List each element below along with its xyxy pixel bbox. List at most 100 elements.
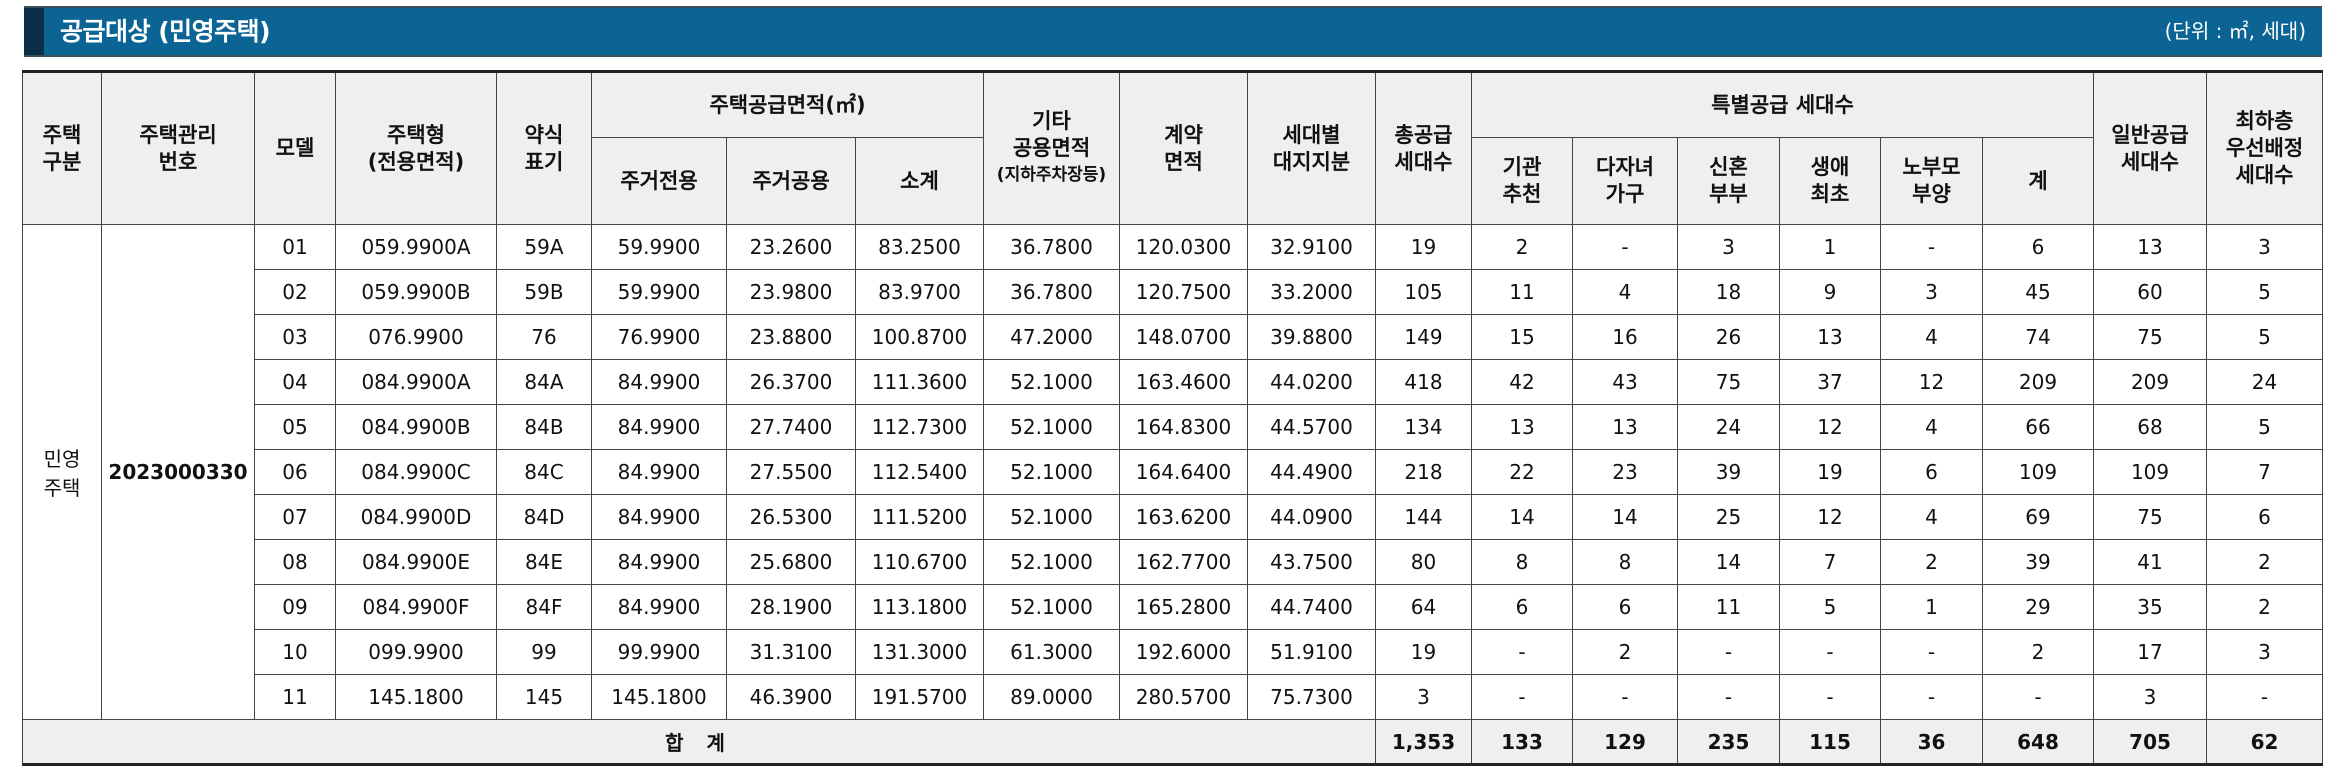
table-cell: 44.0200 — [1247, 359, 1376, 405]
table-cell: 84.9900 — [591, 404, 727, 450]
table-cell: 39 — [1981, 539, 2095, 585]
table-cell: 31.3100 — [726, 629, 856, 675]
table-row: 06 084.9900C 84C 84.9900 27.5500 112.5400 52.1… — [23, 449, 2324, 495]
table-cell: 111.5200 — [855, 494, 984, 540]
table-cell: 68 — [2093, 404, 2208, 450]
table-cell: 25 — [1677, 494, 1780, 540]
table-cell: 84E — [496, 539, 592, 585]
table-cell: 5 — [1779, 584, 1881, 630]
table-cell: 112.5400 — [855, 449, 984, 495]
table-row: 02 059.9900B 59B 59.9900 23.9800 83.9700 36.78… — [23, 269, 2324, 315]
table-cell: 84.9900 — [591, 359, 727, 405]
table-cell: 110.6700 — [855, 539, 984, 585]
total-cell: 705 — [2093, 719, 2208, 765]
table-cell: 66 — [1981, 404, 2095, 450]
total-cell: 235 — [1677, 719, 1780, 765]
col-mgmt-no: 주택관리 번호 — [101, 71, 255, 225]
table-cell: 45 — [1981, 269, 2095, 315]
table-cell: 83.2500 — [855, 224, 984, 270]
table-cell: 18 — [1677, 269, 1780, 315]
table-cell: 16 — [1572, 314, 1678, 360]
total-cell: 648 — [1981, 719, 2095, 765]
table-row: 03 076.9900 76 76.9900 23.8800 100.8700 47.200… — [23, 314, 2324, 360]
table-cell: 3 — [1677, 224, 1780, 270]
table-cell: 105 — [1375, 269, 1472, 315]
table-cell: 11 — [1677, 584, 1780, 630]
table-cell: 10 — [254, 629, 336, 675]
table-cell: 3 — [2206, 629, 2324, 675]
table-cell: 13 — [2093, 224, 2208, 270]
table-cell: - — [1880, 224, 1983, 270]
table-cell: 076.9900 — [335, 314, 497, 360]
table-cell: 5 — [2206, 269, 2324, 315]
col-group-special: 특별공급 세대수 — [1470, 71, 2095, 138]
table-cell: 37 — [1779, 359, 1881, 405]
table-cell: 120.7500 — [1119, 269, 1248, 315]
table-cell: 36.7800 — [983, 269, 1120, 315]
table-cell: 84.9900 — [591, 539, 727, 585]
table-cell: 218 — [1375, 449, 1472, 495]
table-cell: 39 — [1677, 449, 1780, 495]
col-contract-area: 계약 면적 — [1119, 71, 1248, 225]
table-cell: 12 — [1880, 359, 1983, 405]
table-cell: 84D — [496, 494, 592, 540]
table-cell: 08 — [254, 539, 336, 585]
table-cell: - — [1572, 674, 1678, 720]
col-common: 주거공용 — [726, 137, 856, 225]
table-cell: 084.9900B — [335, 404, 497, 450]
table-cell: 13 — [1471, 404, 1573, 450]
table-cell: 2 — [1981, 629, 2095, 675]
table-cell: 52.1000 — [983, 359, 1120, 405]
col-lowest-floor: 최하층 우선배정 세대수 — [2206, 71, 2324, 225]
table-cell: 44.5700 — [1247, 404, 1376, 450]
table-cell: 7 — [1779, 539, 1881, 585]
table-cell: - — [1880, 629, 1983, 675]
table-cell: 26 — [1677, 314, 1780, 360]
housing-type-cell: 민영 주택 — [22, 224, 102, 720]
table-cell: 5 — [2206, 314, 2324, 360]
table-cell: 84F — [496, 584, 592, 630]
table-cell: 149 — [1375, 314, 1472, 360]
table-cell: 145 — [496, 674, 592, 720]
table-cell: 84.9900 — [591, 449, 727, 495]
table-cell: - — [1471, 674, 1573, 720]
table-cell: 14 — [1471, 494, 1573, 540]
table-cell: 162.7700 — [1119, 539, 1248, 585]
col-model: 모델 — [254, 71, 336, 225]
col-other-area: 기타 공용면적 (지하주차장등) — [983, 71, 1120, 225]
table-cell: 69 — [1981, 494, 2095, 540]
table-cell: 084.9900C — [335, 449, 497, 495]
mgmt-no-cell: 2023000330 — [101, 224, 255, 720]
table-cell: 59A — [496, 224, 592, 270]
table-cell: 09 — [254, 584, 336, 630]
table-cell: 131.3000 — [855, 629, 984, 675]
table-cell: - — [1779, 629, 1881, 675]
col-land-share: 세대별 대지지분 — [1247, 71, 1376, 225]
table-cell: - — [2206, 674, 2324, 720]
table-cell: 209 — [2093, 359, 2208, 405]
table-cell: - — [1677, 674, 1780, 720]
table-cell: 4 — [1572, 269, 1678, 315]
table-cell: 15 — [1471, 314, 1573, 360]
table-cell: 59.9900 — [591, 224, 727, 270]
total-cell: 133 — [1471, 719, 1573, 765]
col-total-supply: 총공급 세대수 — [1375, 71, 1472, 225]
table-cell: 19 — [1779, 449, 1881, 495]
table-cell: 165.2800 — [1119, 584, 1248, 630]
table-cell: 192.6000 — [1119, 629, 1248, 675]
table-cell: 163.4600 — [1119, 359, 1248, 405]
table-cell: 59B — [496, 269, 592, 315]
table-cell: 113.1800 — [855, 584, 984, 630]
table-cell: 191.5700 — [855, 674, 984, 720]
table-cell: 163.6200 — [1119, 494, 1248, 540]
table-cell: 134 — [1375, 404, 1472, 450]
table-cell: 05 — [254, 404, 336, 450]
table-cell: 47.2000 — [983, 314, 1120, 360]
table-cell: 164.6400 — [1119, 449, 1248, 495]
table-cell: 52.1000 — [983, 404, 1120, 450]
table-cell: 02 — [254, 269, 336, 315]
table-cell: 099.9900 — [335, 629, 497, 675]
table-cell: 51.9100 — [1247, 629, 1376, 675]
table-cell: 01 — [254, 224, 336, 270]
table-row: 민영 주택 2023000330 01 059.9900A 59A 59.9900 23.… — [22, 224, 2324, 720]
